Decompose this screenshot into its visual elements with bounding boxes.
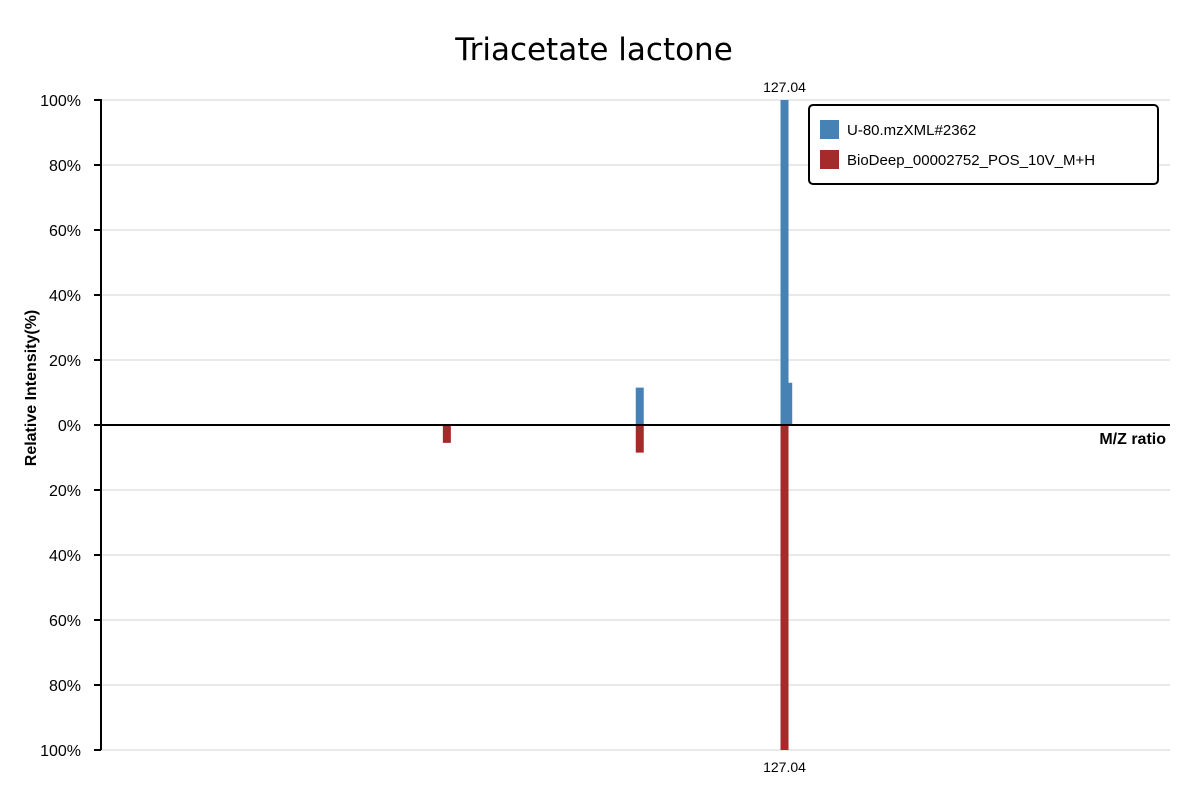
legend-label-biodeep: BioDeep_00002752_POS_10V_M+H: [847, 152, 1095, 169]
chart-title: Triacetate lactone: [454, 32, 733, 68]
legend-label-u80: U-80.mzXML#2362: [847, 122, 976, 139]
peak-bar-reference: [780, 425, 789, 750]
peak-bar-reference: [442, 425, 451, 443]
y-ticks: 100% 80% 60% 40% 20% 0% 20% 40% 60% 80% 100%: [40, 93, 101, 760]
legend-swatch-biodeep: [820, 150, 839, 169]
y-tick-label: 20%: [49, 483, 81, 500]
y-tick-label: 80%: [49, 158, 81, 175]
grid: [101, 99, 1170, 751]
y-tick-label: 60%: [49, 613, 81, 630]
y-tick-label: 20%: [49, 353, 81, 370]
y-axis-title: Relative Intensity(%): [23, 310, 40, 466]
legend-swatch-u80: [820, 120, 839, 139]
y-tick-label: 40%: [49, 288, 81, 305]
y-tick-label: 100%: [40, 743, 81, 760]
legend: U-80.mzXML#2362 BioDeep_00002752_POS_10V…: [808, 104, 1159, 185]
bars: [442, 100, 793, 750]
peak-bar-reference: [635, 425, 644, 453]
peak-mz-label: 127.04: [763, 79, 806, 95]
peak-bar-query: [635, 387, 644, 425]
y-tick-label: 100%: [40, 93, 81, 110]
peak-bar-query: [780, 100, 789, 425]
peak-mz-label: 127.04: [763, 759, 806, 775]
axes: [100, 99, 1170, 750]
y-tick-label: 40%: [49, 548, 81, 565]
x-axis-title: M/Z ratio: [1099, 431, 1166, 448]
y-tick-label: 80%: [49, 678, 81, 695]
y-tick-label: 0%: [58, 418, 81, 435]
legend-box: [808, 104, 1159, 185]
y-tick-label: 60%: [49, 223, 81, 240]
peak-bar-query: [784, 382, 793, 425]
peak-labels: 127.04 127.04: [763, 79, 806, 775]
